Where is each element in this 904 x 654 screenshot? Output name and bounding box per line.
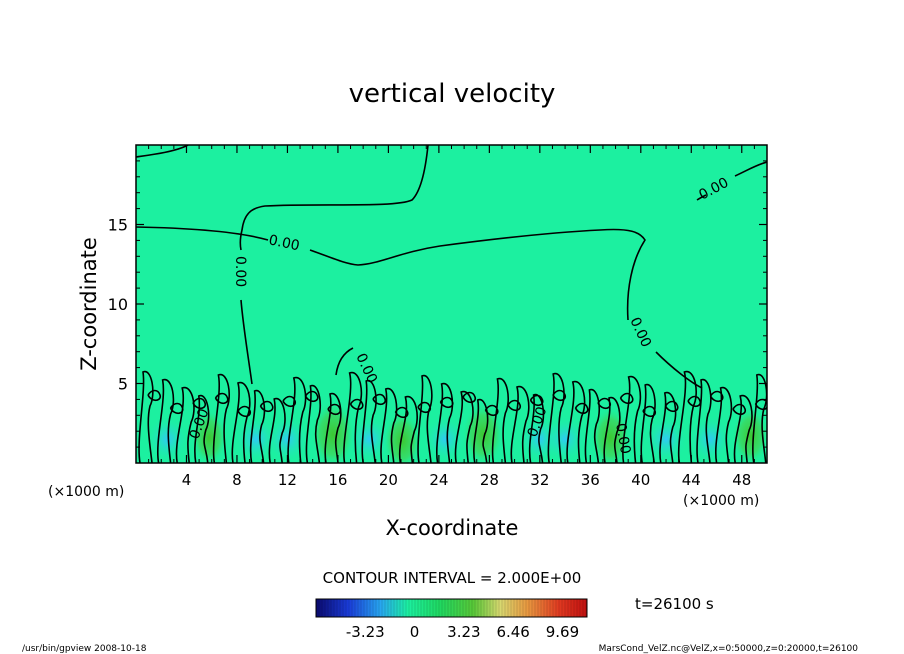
contour-line-plume — [335, 347, 354, 376]
y-tick-label: 10 — [108, 295, 128, 314]
time-text: t=26100 s — [635, 595, 714, 613]
colorbar-frame — [315, 598, 588, 618]
updraft-cell — [191, 409, 227, 463]
footer-right: MarsCond_VelZ.nc@VelZ,x=0:50000,z=0:2000… — [599, 644, 859, 654]
x-tick-label: 4 — [182, 471, 192, 489]
contour-line-top-right-b — [696, 194, 707, 201]
x-tick-label: 48 — [732, 471, 751, 489]
x-unit-left: (×1000 m) — [48, 484, 124, 500]
colorbar-stripes — [318, 599, 587, 617]
contour-interval-text: CONTOUR INTERVAL = 2.000E+00 — [323, 569, 582, 587]
downdraft-cell — [543, 415, 588, 463]
x-axis: 4 8 12 16 20 24 28 32 36 40 44 48 — [148, 145, 755, 489]
colorbar-tick-label: 9.69 — [546, 623, 579, 641]
colorbar-tick-label: 3.23 — [447, 623, 480, 641]
colorbar: -3.23 0 3.23 6.46 9.69 — [315, 598, 588, 641]
x-tick-label: 16 — [328, 471, 347, 489]
y-tick-label: 5 — [118, 375, 128, 394]
contour-line-top-left — [136, 145, 189, 158]
contour-line-center-top — [239, 145, 429, 251]
x-axis-label: X-coordinate — [386, 516, 519, 540]
x-tick-label: 40 — [631, 471, 650, 489]
downdraft-cell — [265, 415, 310, 463]
contour-line-right-upper — [655, 351, 703, 389]
colorbar-ticks: -3.23 0 3.23 6.46 9.69 — [346, 623, 579, 641]
colorbar-tick-label: -3.23 — [346, 623, 385, 641]
x-tick-label: 32 — [530, 471, 549, 489]
contour-label: 0.00 — [267, 232, 301, 254]
contour-line-top-right — [734, 161, 767, 177]
y-tick-label: 15 — [108, 216, 128, 235]
chart-title: vertical velocity — [349, 79, 556, 109]
x-tick-label: 28 — [480, 471, 499, 489]
x-unit-right: (×1000 m) — [683, 493, 759, 509]
colorbar-tick-label: 6.46 — [496, 623, 529, 641]
downdraft-cell — [145, 415, 190, 463]
colorbar-tick-label: 0 — [410, 623, 420, 641]
y-axis: 5 10 15 — [108, 160, 767, 448]
contour-label: 0.00 — [232, 256, 248, 287]
contour-line-upper — [136, 226, 646, 321]
x-tick-label: 24 — [429, 471, 448, 489]
x-tick-label: 44 — [682, 471, 701, 489]
x-tick-label: 12 — [278, 471, 297, 489]
footer-left: /usr/bin/gpview 2008-10-18 — [22, 644, 147, 654]
x-tick-label: 36 — [581, 471, 600, 489]
x-tick-label: 20 — [379, 471, 398, 489]
y-axis-label: Z-coordinate — [77, 237, 101, 371]
plot-area: 0.00 0.00 0.00 0.00 0.00 0.00 0.00 0.00 … — [108, 144, 768, 489]
colorbar-gradient — [316, 599, 587, 617]
contour-line-left-vertical — [240, 299, 253, 385]
contour-lines — [136, 145, 767, 463]
contour-label: 0.00 — [612, 422, 633, 455]
contour-line-plumes — [138, 371, 767, 463]
updraft-cell — [732, 406, 767, 463]
x-tick-label: 8 — [232, 471, 242, 489]
downdraft-cell — [644, 415, 689, 463]
